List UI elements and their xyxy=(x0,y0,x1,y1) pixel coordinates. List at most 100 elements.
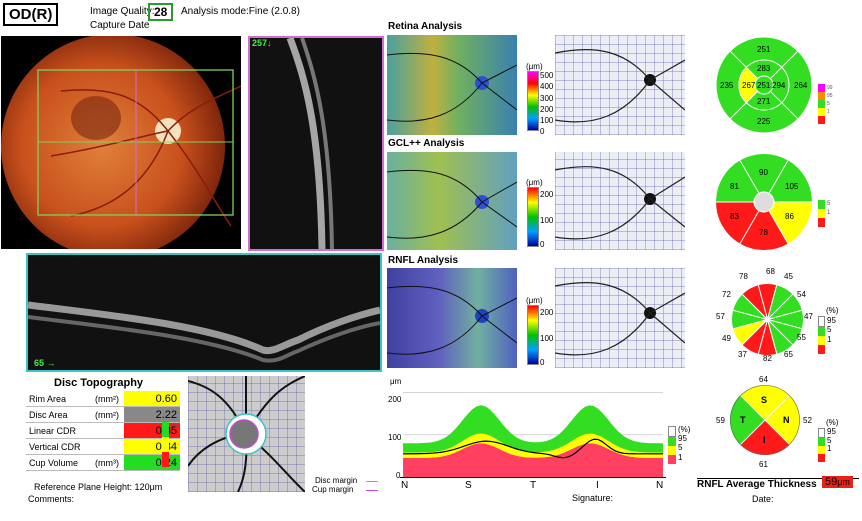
retina-deviation-map xyxy=(555,35,685,135)
gcl-scale-unit: (μm) xyxy=(526,178,543,187)
rnfl-average-label: RNFL Average Thickness xyxy=(697,479,817,490)
tsnit-x-label: I xyxy=(596,480,599,491)
optic-disc-image xyxy=(188,376,305,492)
tsnit-chart xyxy=(403,380,663,477)
tsnit-x-label: N xyxy=(401,480,409,491)
eye-label: OD(R) xyxy=(3,3,59,26)
tsnit-measured-line xyxy=(403,438,663,459)
comments-label: Comments: xyxy=(28,494,75,504)
gcl-analysis-title: GCL++ Analysis xyxy=(388,138,465,149)
date-label: Date: xyxy=(752,494,774,504)
retina-scale-unit: (μm) xyxy=(526,62,543,71)
retina-nas: 264 xyxy=(794,81,808,90)
clock-legend-unit: (%) xyxy=(826,306,839,315)
clock-hour-label: 65 xyxy=(784,350,793,359)
retina-inner-temp: 267 xyxy=(742,81,756,90)
quadrant-t-value: 59 xyxy=(716,416,725,425)
quadrant-s-value: 64 xyxy=(759,375,768,384)
gcl-sector-grid: 90 81 105 83 86 78 xyxy=(714,152,814,252)
retina-inf: 225 xyxy=(757,117,771,126)
tsnit-legend-ticks: 95 5 1 xyxy=(678,434,687,462)
rnfl-scale-tick: 100 xyxy=(540,334,554,343)
tsnit-x-axis xyxy=(400,477,666,478)
retina-grid-legend-ticks: 99 95 5 1 xyxy=(827,85,833,115)
retina-inner-nas: 294 xyxy=(772,81,786,90)
rnfl-thickness-map xyxy=(387,268,517,368)
retina-sup: 251 xyxy=(757,45,771,54)
horizontal-scan-index: 65 → xyxy=(34,358,56,368)
clock-hour-label: 45 xyxy=(784,272,793,281)
quadrant-t-label: T xyxy=(740,415,746,425)
rnfl-average-divider xyxy=(697,478,859,479)
reference-plane-height: Reference Plane Height: 120μm xyxy=(34,482,163,492)
retina-inner-sup: 283 xyxy=(757,64,771,73)
retina-color-scale xyxy=(527,71,539,131)
retina-thickness-map xyxy=(387,35,517,135)
disc-area-value: 2.22 xyxy=(124,406,180,423)
cup-margin-line xyxy=(366,490,378,491)
quadrant-legend xyxy=(818,428,825,462)
table-row: Vertical CDR 0.84 xyxy=(26,438,180,455)
quadrant-chart: S N I T xyxy=(730,385,800,455)
disc-topography-table: Rim Area (mm²) 0.60 Disc Area (mm²) 2.22… xyxy=(26,391,180,471)
rnfl-average-value: 59μm xyxy=(822,476,853,488)
rnfl-deviation-map xyxy=(555,268,685,368)
quadrant-s-label: S xyxy=(761,395,768,405)
retina-grid-legend xyxy=(818,84,825,124)
tsnit-band-below-1 xyxy=(403,443,663,477)
cup-margin-label: Cup margin xyxy=(312,485,354,494)
gcl-scale-tick: 100 xyxy=(540,216,554,225)
table-row: Rim Area (mm²) 0.60 xyxy=(26,391,180,407)
tsnit-x-label: T xyxy=(530,480,537,491)
horizontal-oct-scan: 65 → xyxy=(26,253,382,372)
retina-temp: 235 xyxy=(720,81,734,90)
retina-scale-ticks: 500 400 300 200 100 0 xyxy=(540,71,554,137)
tsnit-legend xyxy=(668,426,676,464)
disc-legend xyxy=(162,422,169,467)
table-row: Disc Area (mm²) 2.22 xyxy=(26,406,180,423)
disc-topography-title: Disc Topography xyxy=(54,377,144,389)
gcl-deviation-map xyxy=(555,152,685,250)
quadrant-n-value: 52 xyxy=(803,416,812,425)
image-quality-label: Image Quality: xyxy=(90,6,155,17)
tsnit-y-tick: 0 xyxy=(396,471,401,480)
disc-legend-unit: (%) xyxy=(171,424,179,430)
image-quality-value: 28 xyxy=(148,3,174,21)
tsnit-legend-unit: (%) xyxy=(678,425,691,434)
vertical-scan-index: 257↓ xyxy=(252,38,272,48)
clock-hour-label: 47 xyxy=(804,312,813,321)
clock-hour-label: 68 xyxy=(766,267,775,276)
clock-hour-label: 78 xyxy=(739,272,748,281)
gcl-grid-legend xyxy=(818,200,825,227)
analysis-mode: Analysis mode:Fine (2.0.8) xyxy=(181,6,300,17)
capture-date-label: Capture Date xyxy=(90,20,150,31)
gcl-it: 83 xyxy=(730,212,739,221)
retina-analysis-title: Retina Analysis xyxy=(388,21,463,32)
tsnit-y-unit: μm xyxy=(390,377,402,386)
quadrant-legend-unit: (%) xyxy=(826,418,839,427)
gcl-in: 86 xyxy=(785,212,794,221)
vertical-oct-scan: 257↓ xyxy=(248,36,384,251)
clock-hour-chart xyxy=(720,272,815,367)
quadrant-i-label: I xyxy=(763,435,766,445)
cup-volume-value: 0.24 xyxy=(124,454,180,471)
retina-center: 251 xyxy=(757,81,771,90)
quadrant-n-label: N xyxy=(783,415,790,425)
rim-area-value: 0.60 xyxy=(124,391,180,407)
rnfl-scale-unit: (μm) xyxy=(526,296,543,305)
table-row: Cup Volume (mm³) 0.24 xyxy=(26,454,180,471)
gcl-color-scale xyxy=(527,187,539,247)
rnfl-scale-tick: 200 xyxy=(540,308,554,317)
gcl-inf: 78 xyxy=(759,228,768,237)
clock-hour-label: 55 xyxy=(797,333,806,342)
gcl-sn: 105 xyxy=(785,182,799,191)
gcl-thickness-map xyxy=(387,152,517,250)
quadrant-i-value: 61 xyxy=(759,460,768,469)
gcl-sup: 90 xyxy=(759,168,768,177)
clock-hour-label: 37 xyxy=(738,350,747,359)
rnfl-color-scale xyxy=(527,305,539,365)
fundus-photo xyxy=(1,36,241,249)
rnfl-analysis-title: RNFL Analysis xyxy=(388,255,459,266)
retina-inner-inf: 271 xyxy=(757,97,771,106)
clock-hour-label: 57 xyxy=(716,312,725,321)
